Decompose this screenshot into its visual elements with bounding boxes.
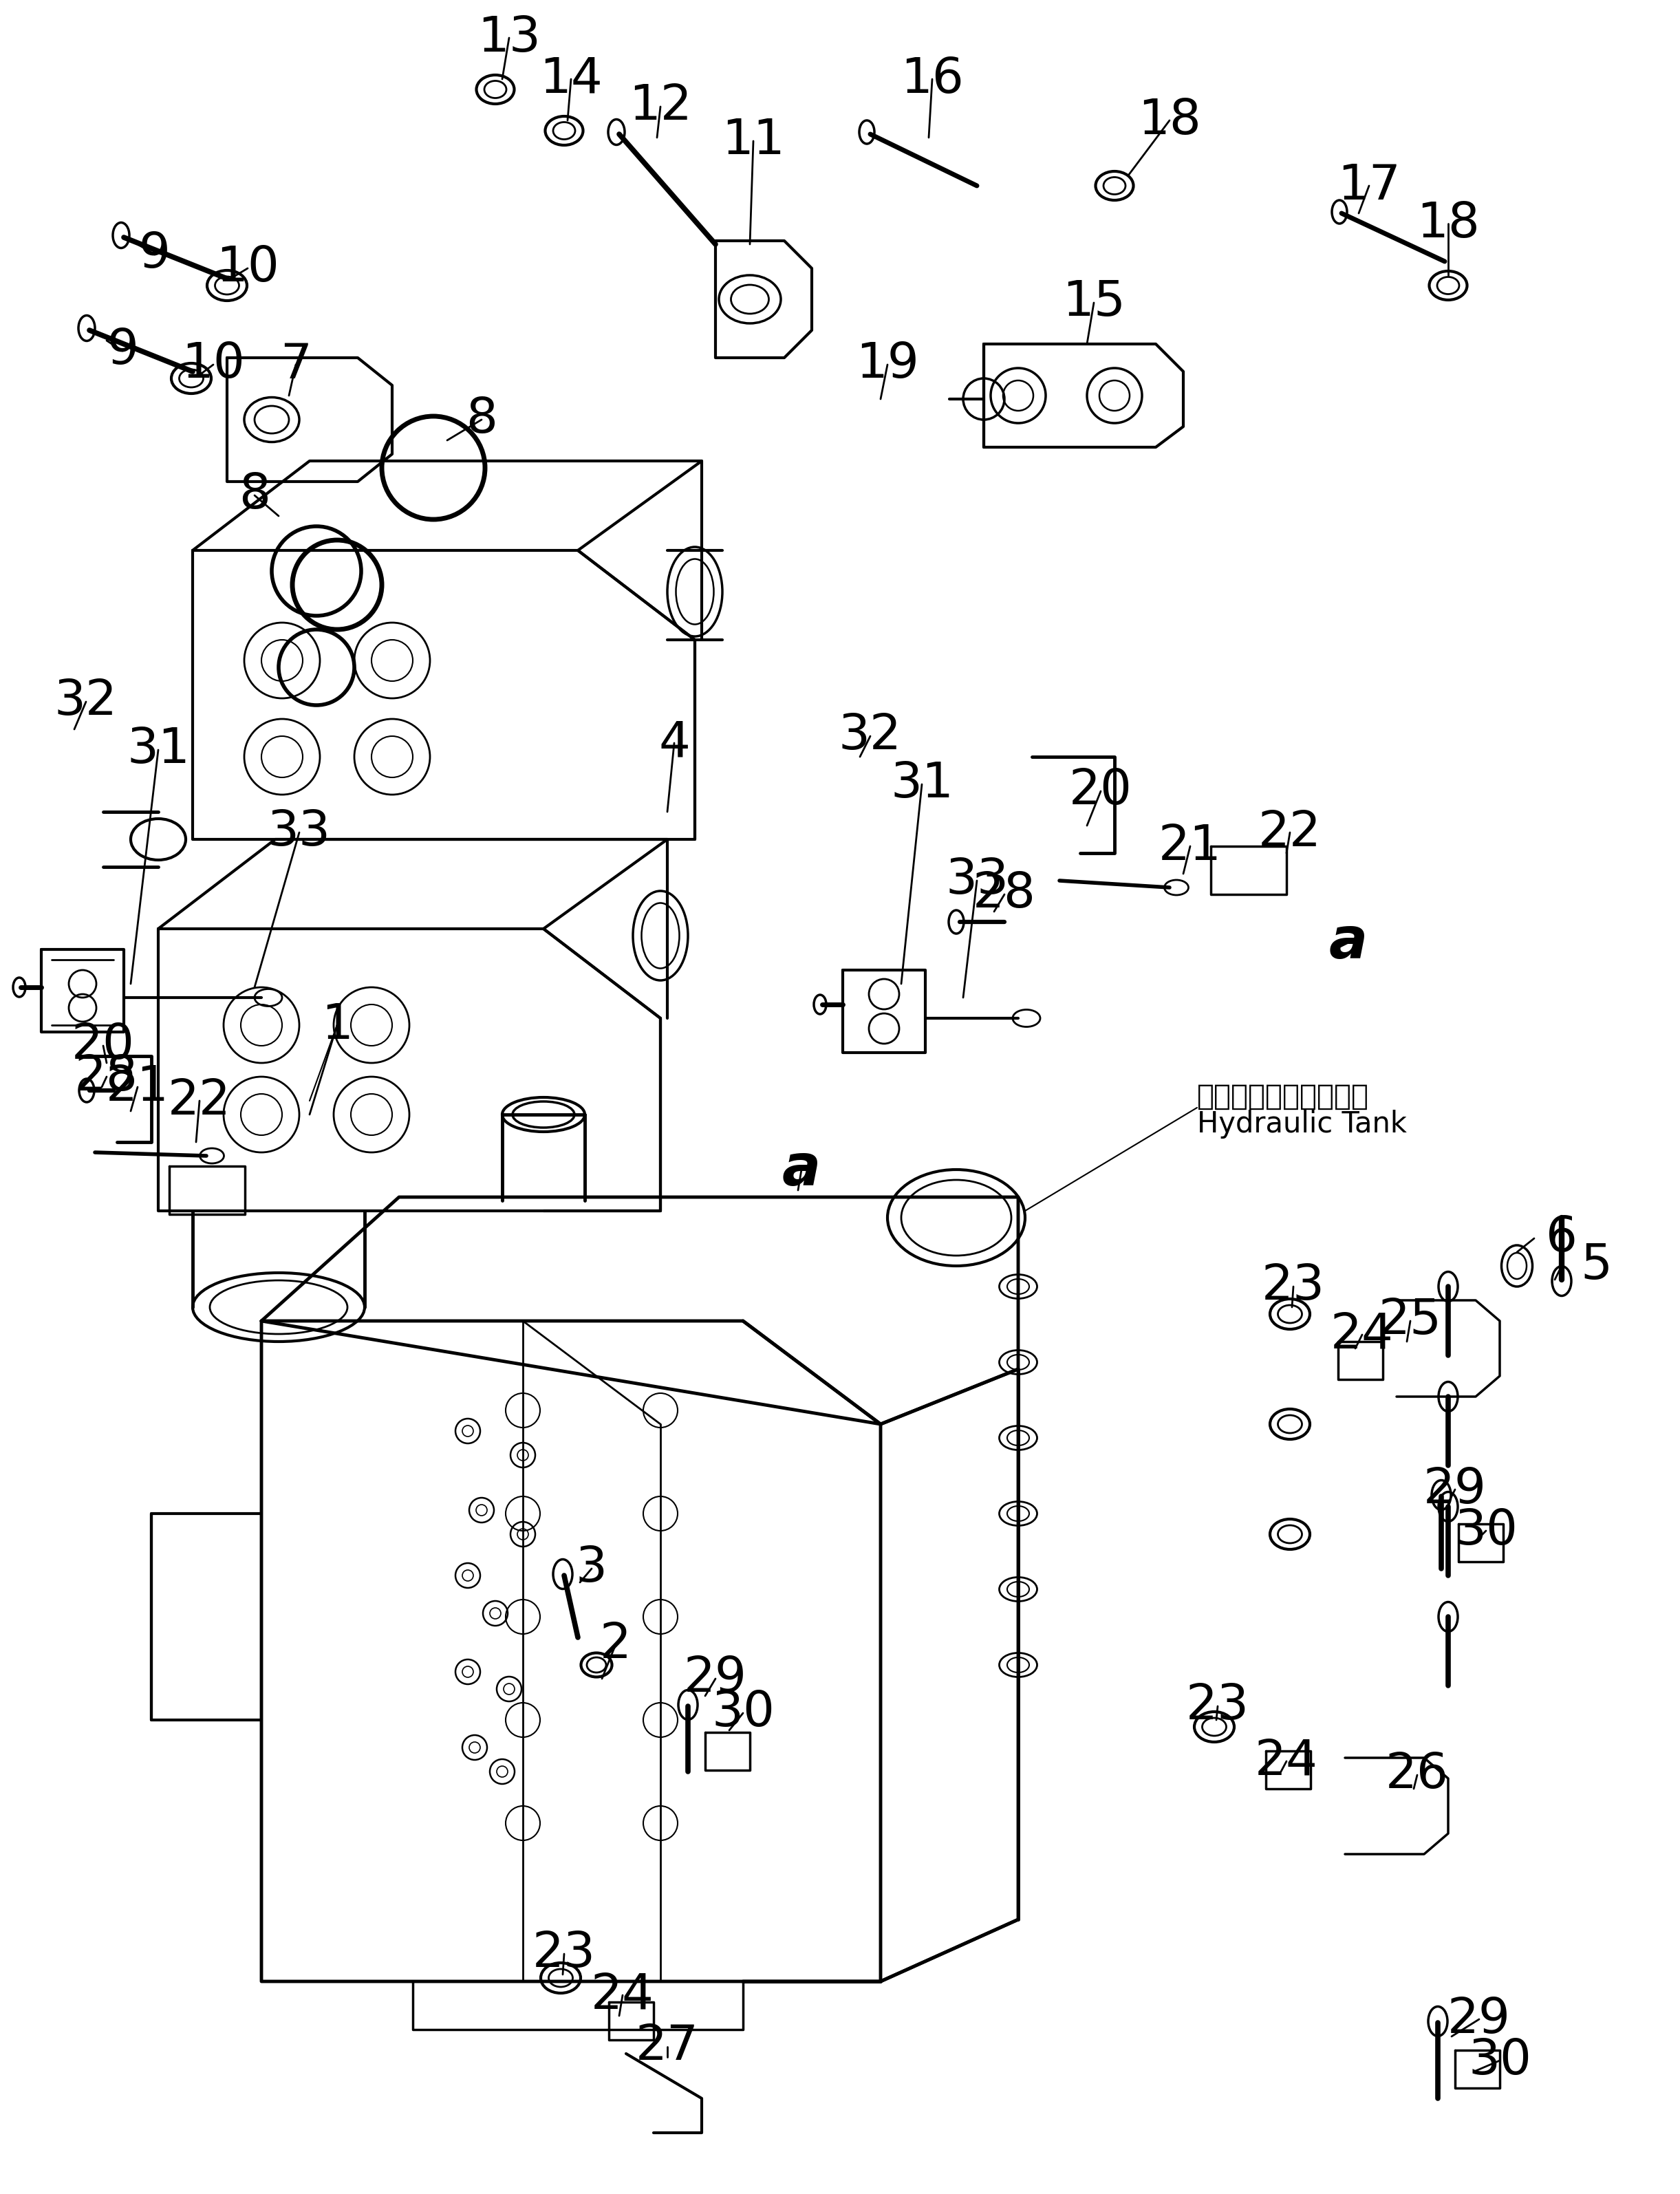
Text: 20: 20	[1068, 768, 1132, 814]
Text: 3: 3	[576, 1545, 608, 1593]
Text: 6: 6	[1546, 1215, 1578, 1262]
Text: 30: 30	[1468, 2036, 1532, 2084]
Text: 18: 18	[1137, 97, 1201, 145]
Text: 24: 24	[591, 1972, 654, 2018]
Text: a: a	[783, 1141, 822, 1198]
Text: 31: 31	[890, 761, 954, 807]
Text: 31: 31	[126, 726, 190, 774]
Text: 14: 14	[539, 55, 603, 103]
Text: 22: 22	[168, 1077, 232, 1126]
Text: 22: 22	[1258, 810, 1322, 856]
Text: 24: 24	[1331, 1312, 1394, 1358]
Text: 32: 32	[838, 713, 902, 759]
Text: 15: 15	[1062, 279, 1126, 327]
Text: 4: 4	[659, 720, 690, 766]
Text: 25: 25	[1379, 1297, 1441, 1345]
Text: 21: 21	[106, 1064, 170, 1110]
Text: 30: 30	[1455, 1507, 1517, 1556]
Text: ハイドロリックタンク: ハイドロリックタンク	[1198, 1082, 1369, 1110]
Text: 19: 19	[855, 340, 919, 388]
Text: 1: 1	[321, 1000, 353, 1049]
Text: 9: 9	[106, 327, 138, 375]
Text: 26: 26	[1386, 1751, 1448, 1799]
Text: 23: 23	[1186, 1683, 1250, 1729]
Text: 24: 24	[1255, 1738, 1319, 1786]
Text: 32: 32	[54, 678, 118, 726]
Text: 29: 29	[1423, 1466, 1487, 1514]
Text: Hydraulic Tank: Hydraulic Tank	[1198, 1110, 1406, 1139]
Text: 33: 33	[946, 858, 1008, 904]
Text: 8: 8	[465, 395, 497, 443]
Text: 18: 18	[1416, 200, 1480, 248]
Text: 27: 27	[635, 2023, 699, 2071]
Text: 23: 23	[1262, 1264, 1326, 1310]
Text: 7: 7	[281, 340, 311, 388]
Text: 28: 28	[76, 1053, 138, 1101]
Text: 17: 17	[1337, 162, 1401, 208]
Text: 2: 2	[600, 1621, 632, 1667]
Text: 10: 10	[181, 340, 245, 388]
Text: 9: 9	[139, 230, 171, 279]
Text: 28: 28	[973, 871, 1037, 917]
Text: 8: 8	[239, 472, 270, 520]
Text: 29: 29	[1448, 1997, 1510, 2043]
Text: 30: 30	[711, 1689, 774, 1738]
Text: 11: 11	[722, 116, 785, 165]
Text: 10: 10	[217, 244, 279, 292]
Text: a: a	[1329, 915, 1368, 970]
Text: 12: 12	[628, 83, 692, 129]
Text: 20: 20	[72, 1022, 134, 1068]
Text: 23: 23	[533, 1931, 596, 1977]
Text: 21: 21	[1159, 823, 1221, 871]
Text: 16: 16	[900, 55, 964, 103]
Text: 29: 29	[684, 1654, 748, 1703]
Text: 5: 5	[1581, 1242, 1611, 1290]
Text: 33: 33	[267, 810, 331, 856]
Text: 13: 13	[477, 13, 541, 61]
